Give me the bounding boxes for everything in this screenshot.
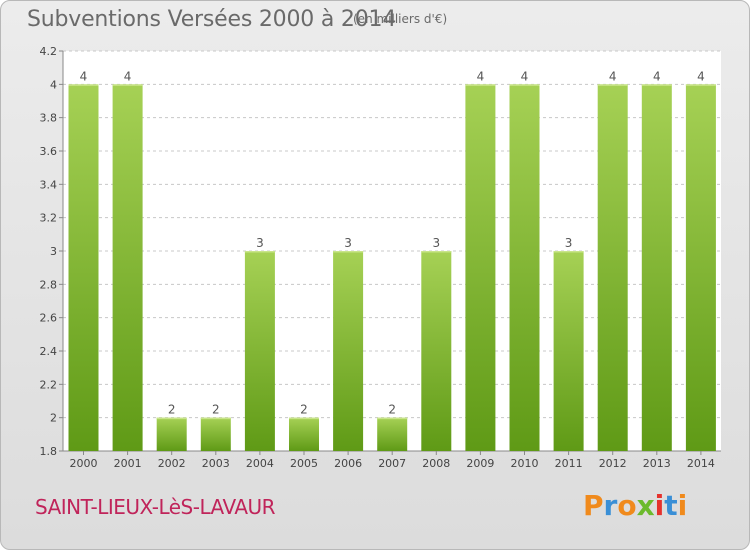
chart-unit: (en milliers d'€) (353, 12, 448, 26)
commune-name: SAINT-LIEUX-LèS-LAVAUR (35, 495, 276, 519)
logo-letter: i (654, 489, 665, 522)
logo-letter: r (603, 489, 618, 522)
bar-2001 (112, 84, 143, 451)
y-tick-label: 2.2 (40, 378, 58, 391)
bar-2002 (156, 417, 187, 451)
logo-letter: x (636, 489, 655, 522)
y-tick-label: 4 (50, 78, 57, 91)
y-tick-label: 2.8 (40, 278, 58, 291)
y-tick-label: 1.8 (40, 445, 58, 458)
logo-letter: o (617, 489, 637, 522)
bar-2010 (509, 84, 540, 451)
bar-2003 (200, 417, 231, 451)
y-tick-label: 2 (50, 412, 57, 425)
bar-highlight (68, 84, 99, 86)
bar-2005 (289, 417, 319, 451)
data-label: 2 (388, 403, 396, 417)
x-tick-label: 2012 (599, 457, 627, 470)
bar-2004 (244, 251, 275, 451)
data-label: 3 (344, 236, 352, 250)
bar-highlight (200, 417, 231, 420)
bar-highlight (289, 417, 319, 420)
bar-2000 (68, 84, 99, 451)
x-tick-label: 2006 (334, 457, 362, 470)
bar-highlight (333, 251, 364, 253)
bar-highlight (553, 251, 584, 253)
x-tick-label: 2004 (246, 457, 274, 470)
y-tick-label: 3.8 (40, 112, 58, 125)
data-label: 2 (300, 403, 308, 417)
x-tick-label: 2003 (202, 457, 230, 470)
x-tick-label: 2005 (290, 457, 318, 470)
y-tick-label: 3.6 (40, 145, 58, 158)
x-tick-label: 2014 (687, 457, 715, 470)
x-tick-label: 2011 (555, 457, 583, 470)
data-label: 4 (521, 69, 529, 83)
x-tick-label: 2001 (114, 457, 142, 470)
chart-title: Subventions Versées 2000 à 2014 (27, 7, 397, 32)
x-tick-label: 2008 (422, 457, 450, 470)
bar-2008 (421, 251, 452, 451)
bar-2007 (377, 417, 408, 451)
x-tick-label: 2009 (466, 457, 494, 470)
data-label: 2 (168, 403, 176, 417)
bar-2013 (641, 84, 672, 451)
proxiti-logo[interactable]: Proxiti (583, 489, 687, 522)
bar-highlight (685, 84, 716, 86)
data-label: 4 (653, 69, 661, 83)
bar-2006 (333, 251, 364, 451)
x-tick-label: 2002 (158, 457, 186, 470)
x-tick-label: 2010 (511, 457, 539, 470)
bar-highlight (244, 251, 275, 253)
data-label: 4 (80, 69, 88, 83)
bar-2011 (553, 251, 584, 451)
y-tick-label: 3.4 (40, 178, 58, 191)
logo-letter: i (677, 489, 688, 522)
data-label: 4 (477, 69, 485, 83)
bar-2009 (465, 84, 496, 451)
logo-letter: P (583, 489, 604, 522)
bar-highlight (156, 417, 187, 420)
bar-highlight (465, 84, 496, 86)
logo-letter: t (664, 489, 678, 522)
y-tick-label: 2.6 (40, 312, 58, 325)
data-label: 4 (609, 69, 617, 83)
x-tick-label: 2000 (70, 457, 98, 470)
bar-highlight (597, 84, 628, 86)
x-tick-label: 2007 (378, 457, 406, 470)
bar-highlight (112, 84, 143, 86)
data-label: 2 (212, 403, 220, 417)
bar-highlight (641, 84, 672, 86)
y-tick-label: 3.2 (40, 212, 58, 225)
data-label: 3 (432, 236, 440, 250)
data-label: 4 (697, 69, 705, 83)
bar-highlight (421, 251, 452, 253)
bar-highlight (377, 417, 408, 420)
data-label: 3 (256, 236, 264, 250)
y-tick-label: 3 (50, 245, 57, 258)
x-tick-label: 2013 (643, 457, 671, 470)
data-label: 3 (565, 236, 573, 250)
y-tick-label: 4.2 (40, 45, 58, 58)
y-tick-label: 2.4 (40, 345, 58, 358)
bar-2012 (597, 84, 628, 451)
bar-highlight (509, 84, 540, 86)
bar-2014 (685, 84, 716, 451)
data-label: 4 (124, 69, 132, 83)
